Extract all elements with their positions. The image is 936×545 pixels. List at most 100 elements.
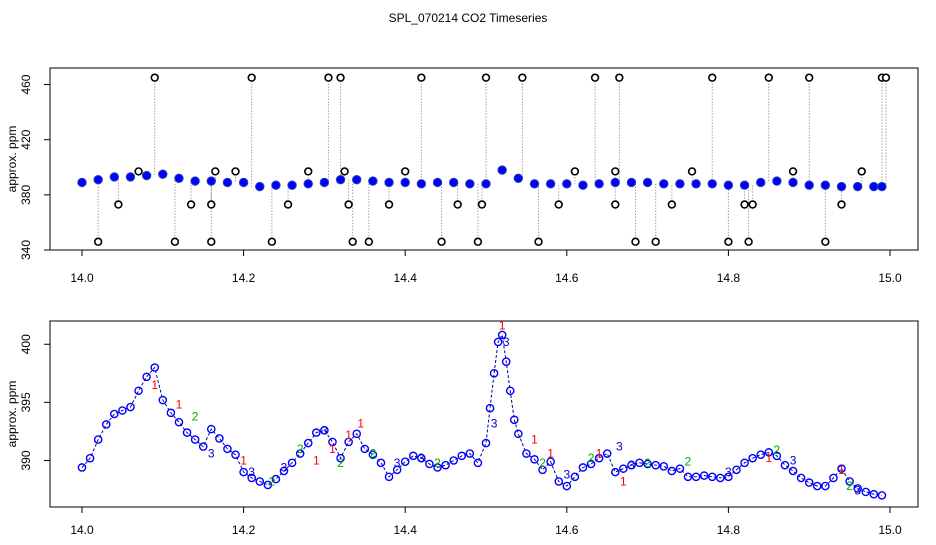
data-point [578, 463, 588, 472]
data-point [740, 458, 749, 468]
data-point [772, 176, 782, 186]
data-point [368, 450, 378, 459]
spike-point [615, 73, 624, 82]
x-tick-label: 14.0 [70, 523, 94, 537]
data-point [529, 179, 540, 189]
digit-marker: 2 [644, 456, 651, 470]
spike-point [384, 200, 394, 209]
data-point [707, 179, 717, 189]
data-point [845, 477, 854, 486]
data-point [578, 180, 588, 190]
data-point [545, 179, 556, 189]
spike-point [804, 73, 814, 82]
digit-marker: 3 [491, 416, 498, 430]
spike-point [764, 73, 773, 82]
spike-point [150, 73, 159, 82]
digit-marker: 3 [418, 451, 425, 465]
data-point [570, 472, 580, 482]
data-point [142, 372, 151, 382]
x-tick-label: 14.2 [232, 271, 256, 285]
digit-marker: 3 [628, 458, 635, 472]
spike-point [740, 200, 749, 209]
data-point [619, 464, 628, 473]
data-point [514, 429, 523, 439]
data-point [303, 438, 313, 448]
spike-point [534, 237, 543, 246]
data-point [723, 180, 734, 190]
data-point [206, 424, 216, 434]
spike-point [748, 200, 757, 209]
data-point [319, 177, 330, 188]
x-tick-label: 14.8 [717, 271, 741, 285]
digit-marker: 2 [337, 456, 344, 470]
x-tick-label: 14.4 [394, 523, 418, 537]
data-point [223, 444, 232, 454]
digit-marker: 3 [725, 465, 732, 479]
data-point [400, 177, 410, 188]
digit-marker: 2 [434, 456, 441, 470]
y-axis: 390 395 400 [19, 334, 50, 471]
data-point [554, 477, 564, 486]
spike-point [364, 237, 374, 246]
data-point [312, 428, 321, 437]
spike-point [611, 200, 620, 209]
data-point [489, 369, 499, 378]
data-point [328, 437, 337, 447]
data-point [158, 169, 168, 179]
digit-marker: 1 [151, 378, 158, 392]
data-point [481, 438, 491, 448]
data-point [509, 415, 519, 425]
digit-marker: 3 [790, 454, 797, 468]
spike-point [590, 73, 600, 82]
spike-point [283, 200, 293, 209]
data-point [699, 471, 709, 480]
spike-point [570, 167, 580, 176]
data-point [610, 177, 620, 188]
data-point [215, 434, 224, 443]
spike-point [401, 167, 410, 176]
spike-point [788, 167, 798, 176]
digit-marker: 2 [370, 447, 377, 461]
x-tick-label: 15.0 [878, 271, 902, 285]
data-point [586, 459, 596, 469]
data-point [716, 473, 725, 483]
digit-marker: 1 [765, 451, 772, 465]
data-point [739, 180, 750, 190]
data-point [77, 463, 87, 472]
spike-point [744, 237, 753, 246]
y-tick-label: 420 [19, 129, 33, 149]
data-point [594, 453, 604, 463]
data-point [505, 386, 515, 396]
y-axis: 340 380 420 460 [19, 74, 50, 260]
spike-point [518, 73, 527, 82]
data-point [675, 464, 685, 473]
panel-top: approx. ppm 14.0 14.2 14.4 14.6 14.8 15.0 340… [5, 67, 919, 285]
data-point [594, 179, 604, 189]
spike-point [708, 73, 717, 82]
spike-point [324, 73, 333, 82]
data-point [255, 477, 265, 486]
data-point [271, 474, 281, 484]
y-tick-label: 395 [19, 392, 33, 412]
x-tick-label: 14.4 [394, 271, 418, 285]
data-point [493, 337, 503, 347]
spike-point [437, 237, 446, 246]
data-point [238, 177, 249, 188]
spike-point [821, 237, 830, 246]
data-point [538, 465, 547, 475]
data-point [352, 174, 362, 185]
data-point [109, 172, 120, 182]
digit-marker: 1 [329, 442, 336, 456]
data-point [198, 442, 208, 451]
data-point [344, 437, 353, 447]
data-point [602, 449, 612, 458]
digit-marker: 2 [539, 456, 546, 470]
data-point [853, 484, 862, 493]
spike-point [207, 200, 216, 209]
data-point [417, 453, 426, 463]
data-point [465, 449, 475, 458]
x-axis: 14.0 14.2 14.4 14.6 14.8 15.0 [70, 507, 902, 537]
data-point [118, 406, 127, 415]
x-tick-label: 14.6 [555, 271, 579, 285]
